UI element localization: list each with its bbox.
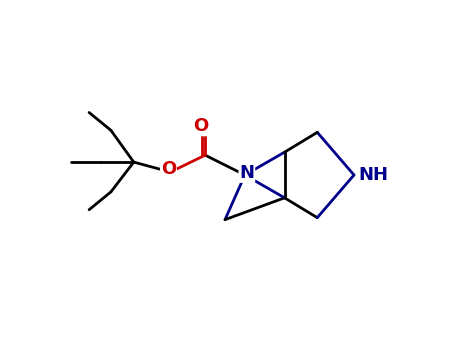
Text: O: O (193, 117, 209, 135)
Text: O: O (161, 160, 176, 178)
Text: N: N (239, 164, 254, 182)
Text: NH: NH (358, 166, 388, 184)
